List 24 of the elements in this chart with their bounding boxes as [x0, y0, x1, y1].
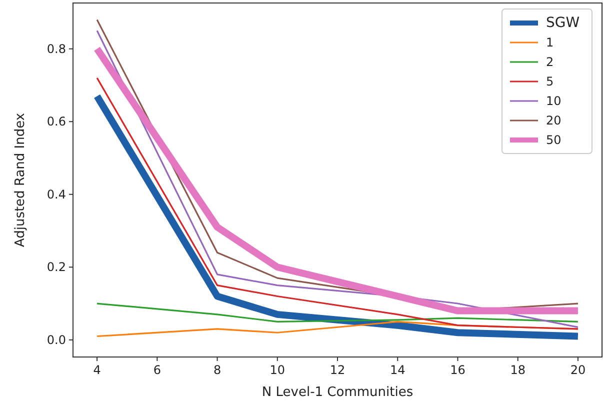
legend-label: 1 [546, 36, 554, 50]
x-tick-label: 12 [330, 363, 346, 377]
x-tick-label: 16 [450, 363, 466, 377]
legend-label: 50 [546, 133, 562, 147]
y-tick-label: 0.6 [46, 114, 66, 129]
x-tick-label: 14 [390, 363, 406, 377]
y-axis-title: Adjusted Rand Index [13, 112, 28, 248]
legend-label: 10 [546, 94, 562, 108]
x-tick-label: 10 [270, 363, 286, 377]
y-tick-label: 0.4 [46, 187, 66, 202]
x-tick-label: 8 [213, 363, 222, 377]
line-series [96, 302, 579, 323]
x-tick-label: 6 [153, 363, 161, 377]
y-tick-label: 0.0 [46, 332, 66, 347]
x-tick-label: 4 [93, 363, 101, 377]
x-tick-label: 20 [570, 363, 586, 377]
legend-label: 5 [546, 74, 554, 88]
y-tick-label: 0.2 [46, 260, 66, 274]
x-tick-label: 18 [510, 363, 526, 377]
legend-label: 20 [546, 114, 562, 128]
legend-label: SGW [546, 15, 580, 31]
y-tick-label: 0.8 [46, 42, 66, 56]
legend-label: 2 [546, 55, 554, 69]
x-axis-title: N Level-1 Communities [262, 385, 414, 400]
